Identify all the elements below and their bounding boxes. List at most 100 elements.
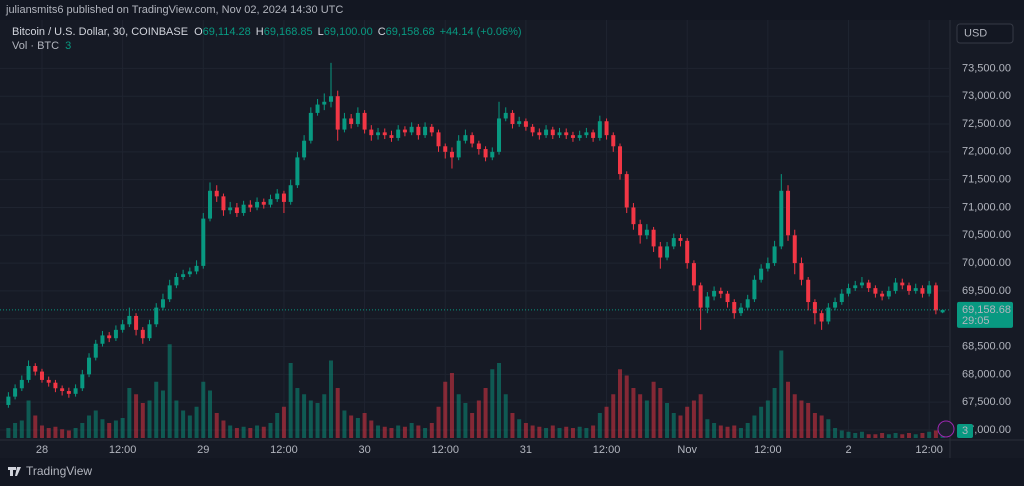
candle-body [665, 246, 670, 258]
volume-bar [241, 426, 246, 438]
candle-body [402, 129, 407, 133]
candle-body [107, 335, 112, 339]
candle-body [409, 126, 414, 133]
volume-bar [443, 381, 448, 438]
currency-button[interactable] [956, 23, 1014, 44]
candle-body [839, 293, 844, 303]
volume-bar [732, 425, 737, 438]
volume-bar [886, 434, 891, 438]
candle-body [208, 190, 213, 219]
candle-body [712, 290, 717, 297]
volume-bar [718, 425, 723, 438]
volume-bar [476, 400, 481, 438]
volume-bar [376, 425, 381, 438]
x-tick-label: 12:00 [270, 444, 298, 456]
volume-bar [66, 430, 71, 438]
candle-body [369, 129, 374, 136]
currency[interactable]: USD [964, 27, 987, 39]
volume-bar [449, 373, 454, 438]
volume-bar [725, 426, 730, 438]
volume-bar [564, 426, 569, 438]
volume-bar [39, 425, 44, 438]
candle-body [490, 151, 495, 158]
volume-bar [550, 425, 555, 438]
x-tick-label: 12:00 [593, 444, 621, 456]
indicator-icon[interactable] [937, 420, 955, 438]
candle-body [100, 335, 105, 344]
candle-body [718, 290, 723, 294]
volume-bar [214, 413, 219, 438]
candle-body [570, 135, 575, 138]
volume-bar [698, 394, 703, 438]
candle-body [765, 263, 770, 269]
x-tick-label: 12:00 [754, 444, 782, 456]
candle-body [382, 132, 387, 136]
candle-body [248, 204, 253, 208]
candle-body [617, 146, 622, 175]
volume-bar [806, 403, 811, 438]
volume-bar [577, 426, 582, 438]
candle-body [308, 112, 313, 141]
volume-bar [463, 403, 468, 438]
y-tick-label: 69,500.00 [962, 285, 1011, 297]
candle-body [859, 282, 864, 286]
candle-body [275, 193, 280, 200]
volume-title-text: Vol · BTC [12, 40, 59, 52]
candle-body [443, 146, 448, 152]
y-tick-label: 68,500.00 [962, 340, 1011, 352]
last-price-box [957, 301, 1013, 328]
candle-body [160, 299, 165, 308]
candle-body [39, 371, 44, 380]
volume-bar [389, 428, 394, 438]
axes: 67,000.0067,500.0068,000.0068,500.0069,0… [0, 62, 1013, 456]
volume-bar [154, 381, 159, 438]
candle-body [127, 315, 132, 325]
ohlc-key: C [378, 26, 386, 38]
candle-body [907, 285, 912, 291]
volume-bar [765, 400, 770, 438]
volume-bar [772, 388, 777, 438]
volume-bar [255, 425, 260, 438]
volume-bar [221, 420, 226, 438]
candle-body [752, 279, 757, 300]
candle-body [33, 366, 38, 372]
candle-body [167, 285, 172, 300]
volume-bar [120, 418, 125, 438]
volume-bar [691, 400, 696, 438]
candle-body [886, 290, 891, 297]
x-tick-label: 31 [520, 444, 532, 456]
y-tick-label: 70,500.00 [962, 229, 1011, 241]
volume-bar [107, 423, 112, 438]
candle-body [423, 126, 428, 136]
volume-bar [570, 428, 575, 438]
candle-body [873, 288, 878, 294]
candle-body [147, 324, 152, 339]
volume-bar [174, 400, 179, 438]
volume-bar [208, 390, 213, 438]
candle-body [376, 132, 381, 136]
candle-body [503, 112, 508, 119]
candle-body [900, 282, 905, 286]
volume-bar [134, 394, 139, 438]
volume-bar [557, 428, 562, 438]
volume-title: Vol · BTC 3 [12, 40, 71, 52]
volume-bar [523, 423, 528, 438]
candle-body [436, 132, 441, 147]
candle-body [584, 132, 589, 136]
volume-bar [752, 415, 757, 438]
volume-bar [80, 423, 85, 438]
candle-body [470, 135, 475, 144]
volume-bar [60, 429, 65, 438]
volume-bar [160, 390, 165, 438]
candle-body [53, 382, 58, 389]
volume-bar [631, 388, 636, 438]
candle-body [671, 238, 676, 247]
volume-bar [234, 428, 239, 438]
change: +44.14 (+0.06%) [440, 26, 522, 38]
x-tick-label: 28 [36, 444, 48, 456]
candle-body [6, 396, 11, 405]
volume-bar [671, 413, 676, 438]
candle-body [530, 126, 535, 133]
volume-bar [490, 369, 495, 438]
y-tick-label: 71,500.00 [962, 174, 1011, 186]
